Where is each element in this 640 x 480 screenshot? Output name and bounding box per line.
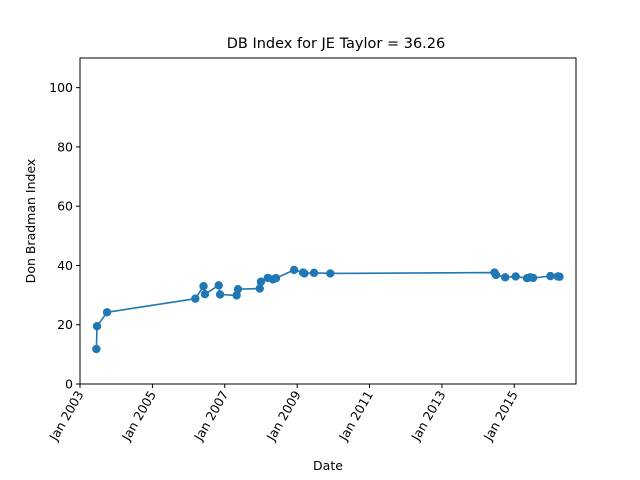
series-line	[95, 269, 560, 350]
data-point	[200, 290, 210, 299]
x-tick-label: Jan 2003	[46, 388, 87, 444]
data-point	[271, 274, 281, 283]
plot-area	[92, 265, 564, 354]
y-tick-label: 40	[57, 258, 73, 273]
data-point	[92, 322, 102, 331]
data-point	[300, 269, 309, 278]
data-point	[92, 344, 101, 354]
y-tick-label: 0	[65, 377, 73, 392]
x-tick-label: Jan 2011	[335, 388, 376, 444]
data-point	[500, 273, 510, 282]
data-point	[326, 269, 335, 278]
data-point	[555, 272, 564, 281]
data-point	[528, 273, 538, 283]
y-tick-label: 80	[57, 139, 73, 154]
chart-title: DB Index for JE Taylor = 36.26	[227, 36, 446, 52]
y-tick-label: 60	[57, 199, 73, 214]
x-tick-label: Jan 2013	[408, 388, 449, 444]
data-point	[511, 272, 520, 281]
data-point	[199, 282, 208, 291]
data-point	[214, 281, 223, 290]
data-point	[289, 265, 299, 275]
x-tick-label: Jan 2007	[190, 388, 231, 444]
x-tick-label: Jan 2015	[480, 388, 521, 444]
data-point	[233, 284, 243, 294]
x-axis-label: Date	[313, 458, 343, 473]
axes: 0 20 40 60 80 100 Jan 2003 Jan 2005 Jan 2007 Jan …	[46, 80, 521, 444]
x-tick-label: Jan 2009	[263, 388, 304, 444]
axes-frame	[79, 57, 577, 385]
x-tick-label: Jan 2005	[118, 388, 159, 444]
data-point	[491, 270, 501, 280]
data-point	[191, 294, 200, 303]
data-point	[255, 284, 264, 293]
y-axis-label: Don Bradman Index	[23, 159, 38, 284]
data-point	[256, 277, 266, 286]
data-point	[309, 268, 319, 278]
data-point	[102, 308, 112, 317]
y-tick-label: 20	[57, 317, 73, 332]
data-point	[546, 271, 555, 281]
data-point	[215, 290, 225, 299]
y-tick-label: 100	[49, 80, 73, 95]
